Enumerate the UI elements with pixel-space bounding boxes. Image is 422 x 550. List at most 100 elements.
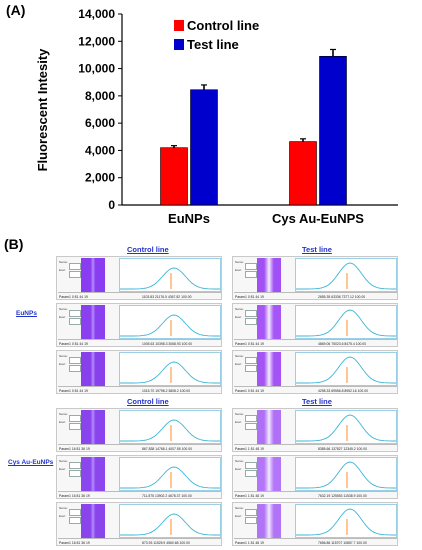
value-cells: 7656.86 115707 10857.7 100.00 [318, 541, 367, 545]
strip-image [257, 410, 281, 444]
intensity-curve [296, 414, 396, 442]
field-select[interactable] [69, 310, 81, 317]
field-label: Exel: [235, 420, 242, 424]
y-tick-label: 10,000 [78, 62, 115, 76]
test-line-title-2: Test line [302, 397, 332, 406]
field-label: Name: [59, 459, 68, 463]
bar-chart: 0 2,000 4,000 6,000 8,000 10,000 12,000 14,000 F… [35, 7, 398, 226]
strip-image [81, 305, 105, 339]
legend-label: Test line [187, 37, 239, 52]
fluorescence-curve-graph [295, 305, 397, 339]
y-tick-label: 0 [108, 198, 115, 212]
fluorescence-curve-graph [119, 410, 221, 444]
field-select[interactable] [69, 423, 81, 430]
field-label: Name: [59, 307, 68, 311]
field-select[interactable] [69, 365, 81, 372]
intensity-curve [120, 267, 220, 290]
field-label: Name: [59, 354, 68, 358]
param-cell: Param1 16 81 36 19 [59, 447, 90, 451]
field-select[interactable] [69, 517, 81, 524]
field-label: Exel: [59, 467, 66, 471]
param-cell: Param1 0 81 44 19 [235, 389, 264, 393]
value-cells: 2655.35 63336 7377.12 100.00 [318, 295, 366, 299]
intensity-curve [120, 419, 220, 442]
field-label: Exel: [59, 420, 66, 424]
test-line-title: Test line [302, 245, 332, 254]
legend-label: Control line [187, 18, 259, 33]
field-select[interactable] [245, 470, 257, 477]
fluorescence-curve-graph [295, 457, 397, 491]
reader-table-row: Param1 1 81 48 19 8385.66 137827 12345.2 … [234, 444, 397, 453]
field-select[interactable] [69, 509, 81, 516]
param-cell: Param1 0 81 44 19 [59, 389, 88, 393]
reader-table-row: Param1 0 81 44 19 2655.35 63336 7377.12 1… [234, 292, 397, 301]
field-label: Exel: [59, 268, 66, 272]
field-label: Name: [59, 260, 68, 264]
field-select[interactable] [245, 365, 257, 372]
panel-a-label: (A) [6, 2, 26, 18]
field-select[interactable] [245, 415, 257, 422]
fluorescence-curve-graph [119, 305, 221, 339]
field-select[interactable] [69, 470, 81, 477]
reader-fields: Name: Exel: [235, 412, 257, 430]
y-axis-label: Fluorescent Intesity [35, 48, 50, 172]
field-select[interactable] [245, 318, 257, 325]
reader-fields: Name: Exel: [235, 354, 257, 372]
field-select[interactable] [69, 415, 81, 422]
reader-table-row: Param1 0 81 44 19 1015.70 19798.2 3808.2 … [58, 386, 221, 395]
field-select[interactable] [245, 263, 257, 270]
row-label-cys-au-eunps: Cys Au-EuNPs [8, 459, 54, 466]
field-select[interactable] [69, 357, 81, 364]
reader-window-test: Name: Exel: Param1 1 81 48 19 8385.66 13782… [232, 408, 398, 452]
reader-table-row: Param1 16 81 36 19 867.838 14768.1 4007.5… [58, 444, 221, 453]
strip-image [257, 352, 281, 386]
control-line-title: Control line [127, 245, 169, 254]
field-select[interactable] [245, 271, 257, 278]
strip-image [81, 410, 105, 444]
fluorescence-curve-graph [295, 352, 397, 386]
field-select[interactable] [69, 271, 81, 278]
legend-swatch [174, 20, 184, 31]
field-label: Exel: [235, 514, 242, 518]
reader-fields: Name: Exel: [59, 459, 81, 477]
control-line-title-2: Control line [127, 397, 169, 406]
field-select[interactable] [69, 263, 81, 270]
field-label: Exel: [59, 315, 66, 319]
field-select[interactable] [245, 310, 257, 317]
field-select[interactable] [245, 462, 257, 469]
fluorescence-curve-graph [119, 258, 221, 292]
intensity-curve [120, 314, 220, 337]
reader-fields: Name: Exel: [235, 506, 257, 524]
row-label-eunps: EuNPs [16, 310, 37, 317]
intensity-curve [296, 508, 396, 536]
strip-image [81, 457, 105, 491]
reader-window-test: Name: Exel: Param1 0 81 44 19 4298.33 69556… [232, 350, 398, 394]
field-select[interactable] [69, 318, 81, 325]
field-select[interactable] [245, 509, 257, 516]
fluorescence-curve-graph [295, 410, 397, 444]
field-label: Name: [235, 260, 244, 264]
bar-control-0 [160, 147, 188, 206]
reader-table-row: Param1 0 81 44 19 4298.33 69556.8 8952.16… [234, 386, 397, 395]
param-cell: Param1 1 81 48 19 [235, 494, 264, 498]
field-label: Name: [235, 506, 244, 510]
value-cells: 1015.70 19798.2 3808.2 100.00 [142, 389, 191, 393]
reader-fields: Name: Exel: [59, 506, 81, 524]
y-tick-label: 14,000 [78, 7, 115, 21]
y-tick-label: 12,000 [78, 34, 115, 48]
value-cells: 873.93 11525.9 4560.68 100.00 [142, 541, 190, 545]
field-select[interactable] [245, 423, 257, 430]
field-label: Name: [235, 412, 244, 416]
y-tick-label: 2,000 [85, 171, 115, 185]
reader-table-row: Param1 1 81 48 19 7632.19 125553 11538.9 … [234, 491, 397, 500]
field-label: Exel: [59, 362, 66, 366]
field-select[interactable] [69, 462, 81, 469]
field-select[interactable] [245, 357, 257, 364]
param-cell: Param1 0 81 44 19 [235, 342, 264, 346]
reader-table-row: Param1 1 81 48 19 7656.86 115707 10857.7 … [234, 538, 397, 547]
intensity-curve [296, 262, 396, 290]
param-cell: Param1 0 81 44 19 [235, 295, 264, 299]
field-select[interactable] [245, 517, 257, 524]
reader-table-row: Param1 0 81 44 19 1103.83 21176.5 4367.82… [58, 292, 221, 301]
fluorescence-curve-graph [119, 352, 221, 386]
